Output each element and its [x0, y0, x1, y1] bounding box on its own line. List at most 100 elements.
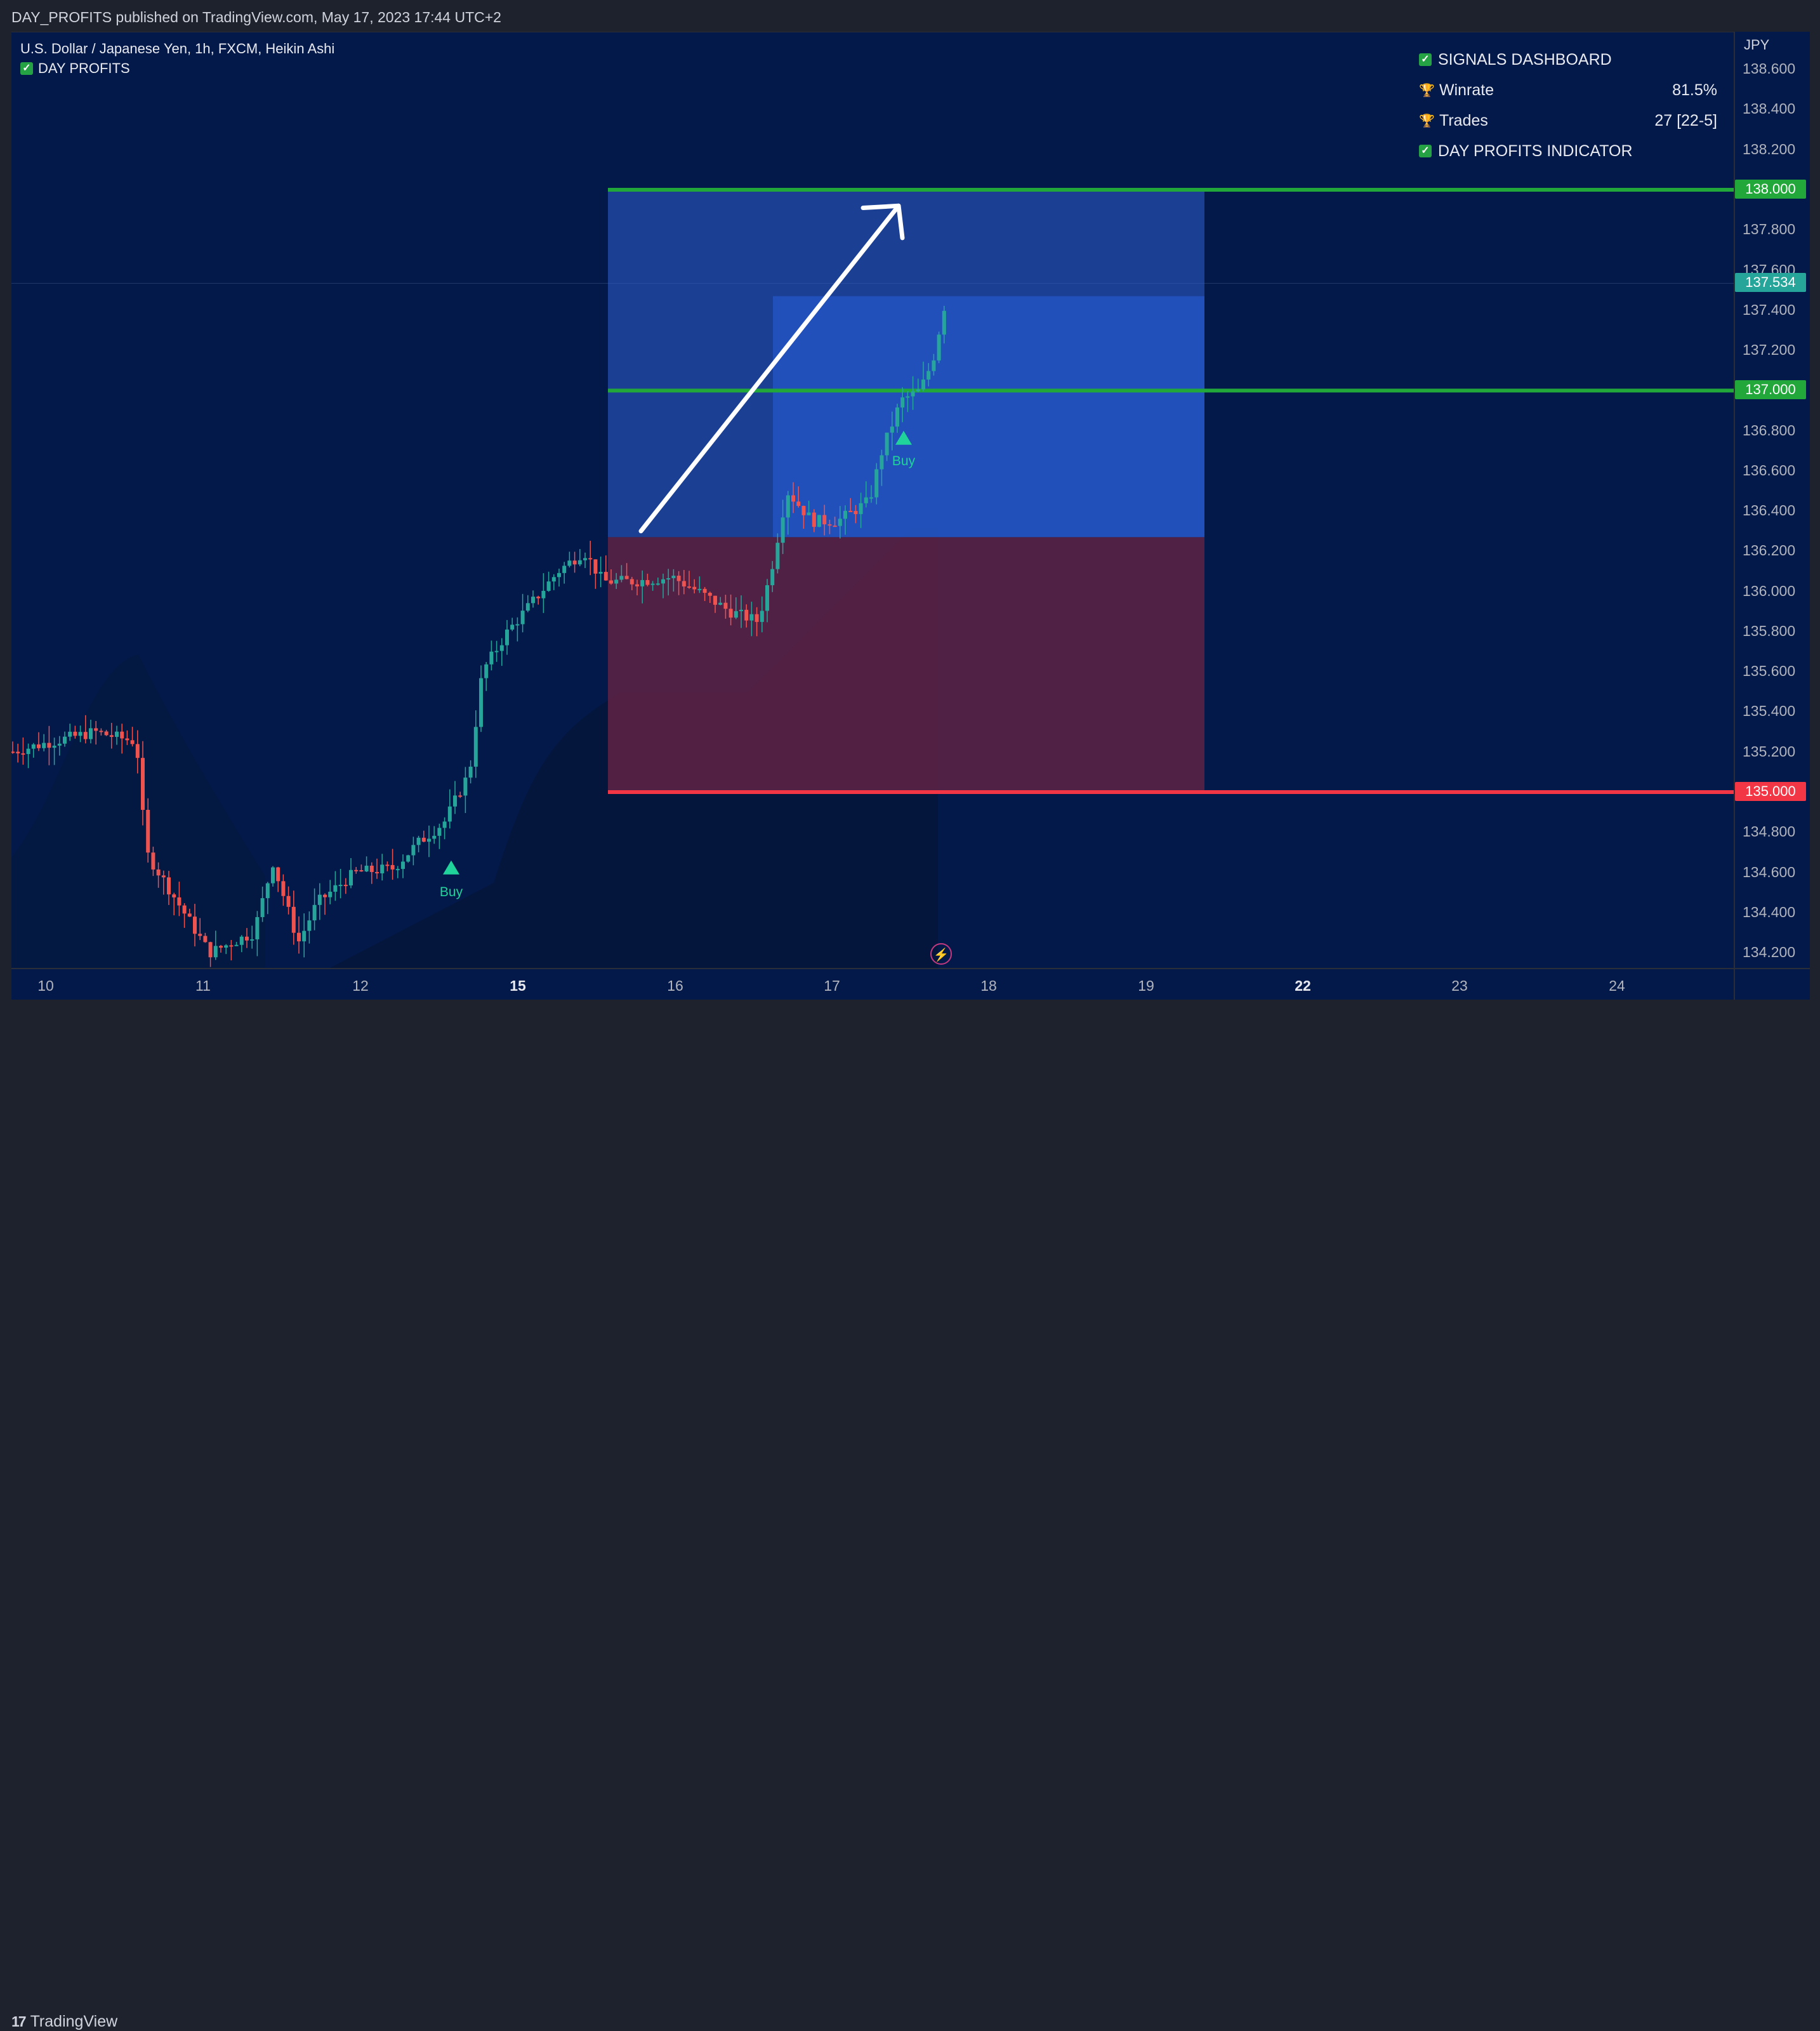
candle-body — [572, 560, 577, 565]
candle-body — [557, 572, 561, 578]
candle-body — [458, 795, 463, 797]
dashboard-footer: DAY PROFITS INDICATOR — [1438, 142, 1633, 160]
buy-signal-arrow — [895, 430, 912, 445]
candle-body — [198, 934, 202, 936]
candle-body — [593, 559, 598, 574]
candle-body — [484, 664, 489, 678]
candle-body — [770, 569, 775, 586]
lightning-icon[interactable]: ⚡ — [930, 943, 952, 965]
candle-body — [364, 865, 369, 872]
candle-body — [781, 517, 785, 543]
dashboard-row-winrate: 🏆 Winrate 81.5% — [1419, 75, 1717, 105]
brand-label: TradingView — [30, 2013, 118, 2030]
candle-body — [172, 894, 176, 897]
candle-body — [729, 609, 733, 618]
candle-body — [354, 870, 359, 871]
loss-zone — [608, 537, 1204, 792]
candle-body — [369, 865, 374, 872]
indicator-legend[interactable]: ✓ DAY PROFITS — [20, 60, 130, 77]
candle-body — [37, 744, 41, 748]
buy-signal-arrow — [443, 860, 459, 875]
price-level-label: 135.000 — [1735, 782, 1806, 801]
price-tick-label: 134.600 — [1743, 863, 1796, 880]
candle-body — [245, 936, 249, 941]
candle-body — [135, 744, 140, 758]
candle-body — [338, 885, 343, 887]
candle-body — [447, 806, 452, 822]
candle-body — [890, 427, 894, 433]
candle-body — [874, 469, 879, 498]
candle-body — [489, 651, 494, 665]
candle-body — [619, 576, 624, 580]
candle-body — [453, 795, 457, 807]
candle-body — [229, 945, 234, 947]
candle-body — [656, 583, 660, 585]
chart-plot-area[interactable] — [11, 32, 1734, 969]
candle-body — [281, 881, 286, 896]
candle-body — [219, 946, 223, 948]
candle-body — [83, 732, 88, 739]
candle-body — [916, 389, 920, 392]
candle-body — [239, 936, 244, 945]
price-level-label: 137.000 — [1735, 380, 1806, 400]
candle-body — [718, 602, 723, 605]
trophy-icon: 🏆 — [1419, 83, 1435, 98]
time-axis[interactable] — [11, 968, 1734, 1001]
candle-body — [817, 515, 821, 527]
candle-body — [525, 603, 530, 611]
candle-body — [760, 611, 764, 622]
candle-body — [942, 310, 946, 335]
candle-body — [749, 614, 754, 621]
candle-body — [401, 861, 405, 870]
check-icon: ✓ — [20, 62, 33, 75]
candle-body — [224, 945, 228, 948]
winrate-label: Winrate — [1439, 81, 1494, 99]
candle-body — [255, 916, 260, 940]
candle-body — [416, 837, 421, 845]
background-cloud — [11, 654, 265, 969]
candle-body — [31, 744, 36, 749]
candle-body — [406, 855, 411, 862]
dashboard-title-row: ✓ SIGNALS DASHBOARD — [1419, 44, 1717, 75]
candle-body — [297, 932, 301, 942]
candle-body — [276, 867, 280, 882]
candle-body — [94, 728, 98, 731]
candle-body — [577, 560, 582, 565]
candle-body — [791, 495, 795, 502]
candle-body — [208, 942, 213, 958]
candle-body — [193, 916, 197, 934]
price-tick-label: 137.400 — [1743, 301, 1796, 318]
price-tick-label: 138.400 — [1743, 100, 1796, 117]
tradingview-logo[interactable]: 17 TradingView — [11, 2013, 117, 2031]
price-tick-label: 135.600 — [1743, 663, 1796, 680]
candle-body — [666, 578, 671, 579]
candle-body — [775, 543, 780, 569]
candle-body — [473, 727, 478, 767]
chart-canvas[interactable] — [11, 32, 1734, 969]
candle-body — [562, 566, 567, 573]
candle-body — [120, 731, 124, 739]
axis-corner — [1734, 968, 1810, 1001]
date-tick-label: 18 — [980, 977, 997, 994]
candle-body — [437, 828, 442, 836]
candle-body — [161, 875, 166, 878]
tradingview-icon: 17 — [11, 2013, 27, 2030]
candle-body — [921, 380, 925, 390]
candle-body — [848, 510, 853, 512]
symbol-title[interactable]: U.S. Dollar / Japanese Yen, 1h, FXCM, He… — [20, 41, 335, 56]
buy-signal-label: Buy — [892, 454, 916, 468]
candle-body — [885, 432, 889, 456]
candle-body — [375, 871, 379, 874]
candle-body — [115, 731, 119, 738]
candle-body — [146, 810, 150, 853]
profit-zone-inner — [773, 296, 1204, 538]
price-tick-label: 134.400 — [1743, 903, 1796, 920]
candle-body — [895, 407, 899, 427]
check-icon: ✓ — [1419, 53, 1432, 66]
candle-body — [755, 614, 759, 622]
candle-body — [843, 510, 847, 519]
candle-body — [286, 896, 291, 907]
candle-body — [640, 579, 645, 586]
signals-dashboard: ✓ SIGNALS DASHBOARD 🏆 Winrate 81.5% 🏆 Tr… — [1419, 44, 1717, 166]
candle-body — [63, 736, 67, 744]
